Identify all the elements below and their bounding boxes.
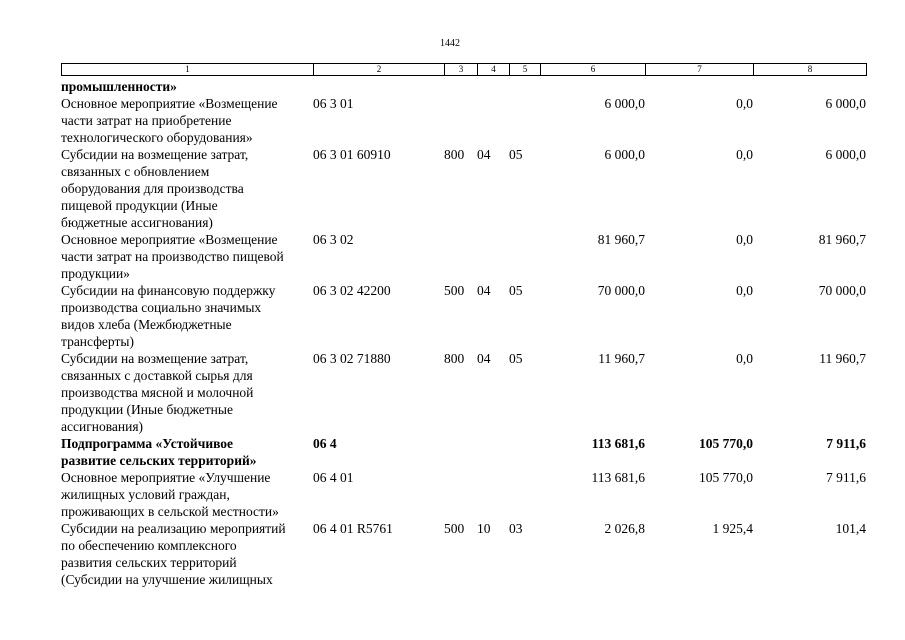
code-cell: 06 3 01 60910 [313,147,391,162]
code-cell: 06 3 01 [313,96,354,111]
column-header-3: 3 [444,63,478,76]
description-cell: Субсидии на возмещение затрат, связанных… [61,351,254,434]
amount-regional-cell: 7 911,6 [826,470,866,485]
amount-federal-cell: 1 925,4 [712,521,754,536]
amount-federal-cell: 0,0 [736,147,753,162]
description-cell: Субсидии на реализацию мероприятий по об… [61,521,286,587]
amount-total-cell: 11 960,7 [598,351,645,366]
section-cell: 04 [477,147,491,162]
column-header-1: 1 [61,63,314,76]
type-cell [444,469,477,520]
type-cell: 500 [444,521,465,536]
column-header-4: 4 [477,63,510,76]
subsection-cell: 05 [509,147,523,162]
section-cell [477,78,509,95]
table-row: Субсидии на финансовую поддержку произво… [61,282,866,350]
table-row: Основное мероприятие «Возмещение части з… [61,95,866,146]
section-cell: 04 [477,351,491,366]
description-cell: Основное мероприятие «Возмещение части з… [61,232,284,281]
subsection-cell [509,469,540,520]
column-header-2: 2 [313,63,445,76]
amount-federal-cell: 0,0 [736,351,753,366]
type-cell [444,78,477,95]
column-header-8: 8 [753,63,867,76]
amount-regional-cell: 101,4 [835,521,866,536]
description-cell: Основное мероприятие «Улучшение жилищных… [61,470,279,519]
code-cell: 06 3 02 71880 [313,351,391,366]
page-number: 1442 [440,38,460,49]
amount-federal-cell: 0,0 [736,283,753,298]
section-cell [477,435,509,469]
description-cell: Основное мероприятие «Возмещение части з… [61,96,278,145]
column-header-5: 5 [509,63,541,76]
section-cell: 04 [477,283,491,298]
amount-total-cell: 6 000,0 [604,147,646,162]
amount-total-cell: 6 000,0 [604,96,646,111]
budget-table: промышленности» Основное мероприятие «Воз… [61,78,866,588]
code-cell: 06 3 02 [313,232,354,247]
amount-federal-cell: 105 770,0 [699,436,753,451]
subsection-cell [509,95,540,146]
section-cell [477,231,509,282]
type-cell: 800 [444,351,465,366]
type-cell: 500 [444,283,465,298]
section-cell [477,469,509,520]
amount-regional-cell: 7 911,6 [826,436,866,451]
amount-regional-cell: 70 000,0 [818,283,866,298]
description-cell: Субсидии на возмещение затрат, связанных… [61,147,249,230]
type-cell: 800 [444,147,465,162]
amount-total-cell: 113 681,6 [591,436,645,451]
type-cell [444,95,477,146]
subsection-cell [509,231,540,282]
table-row: Основное мероприятие «Возмещение части з… [61,231,866,282]
subsection-cell [509,78,540,95]
amount-total-cell [540,78,645,95]
amount-total-cell: 81 960,7 [597,232,645,247]
subsection-cell: 03 [509,521,523,536]
table-row: Основное мероприятие «Улучшение жилищных… [61,469,866,520]
code-cell: 06 4 01 [313,470,354,485]
subsection-cell: 05 [509,351,523,366]
section-cell: 10 [477,521,491,536]
code-cell: 06 3 02 42200 [313,283,391,298]
amount-regional-cell [753,78,866,95]
amount-total-cell: 113 681,6 [591,470,646,485]
amount-federal-cell: 0,0 [736,232,753,247]
amount-total-cell: 70 000,0 [597,283,645,298]
amount-federal-cell [645,78,753,95]
description-cell: промышленности» [61,79,177,94]
type-cell [444,435,477,469]
table-row: промышленности» [61,78,866,95]
type-cell [444,231,477,282]
table-row: Субсидии на возмещение затрат, связанных… [61,350,866,435]
subsection-cell: 05 [509,283,523,298]
amount-regional-cell: 6 000,0 [825,96,867,111]
amount-federal-cell: 105 770,0 [699,470,753,485]
amount-regional-cell: 11 960,7 [819,351,866,366]
table-row: Субсидии на реализацию мероприятий по об… [61,520,866,588]
amount-regional-cell: 81 960,7 [818,232,866,247]
code-cell: 06 4 01 R5761 [313,521,393,536]
code-cell [313,78,444,95]
amount-federal-cell: 0,0 [736,96,753,111]
section-cell [477,95,509,146]
column-header-6: 6 [540,63,646,76]
column-header-7: 7 [645,63,754,76]
code-cell: 06 4 [313,436,337,451]
subsection-cell [509,435,540,469]
table-row: Подпрограмма «Устойчивое развитие сельск… [61,435,866,469]
amount-regional-cell: 6 000,0 [825,147,867,162]
description-cell: Подпрограмма «Устойчивое развитие сельск… [61,436,257,468]
amount-total-cell: 2 026,8 [604,521,646,536]
description-cell: Субсидии на финансовую поддержку произво… [61,283,276,349]
table-row: Субсидии на возмещение затрат, связанных… [61,146,866,231]
